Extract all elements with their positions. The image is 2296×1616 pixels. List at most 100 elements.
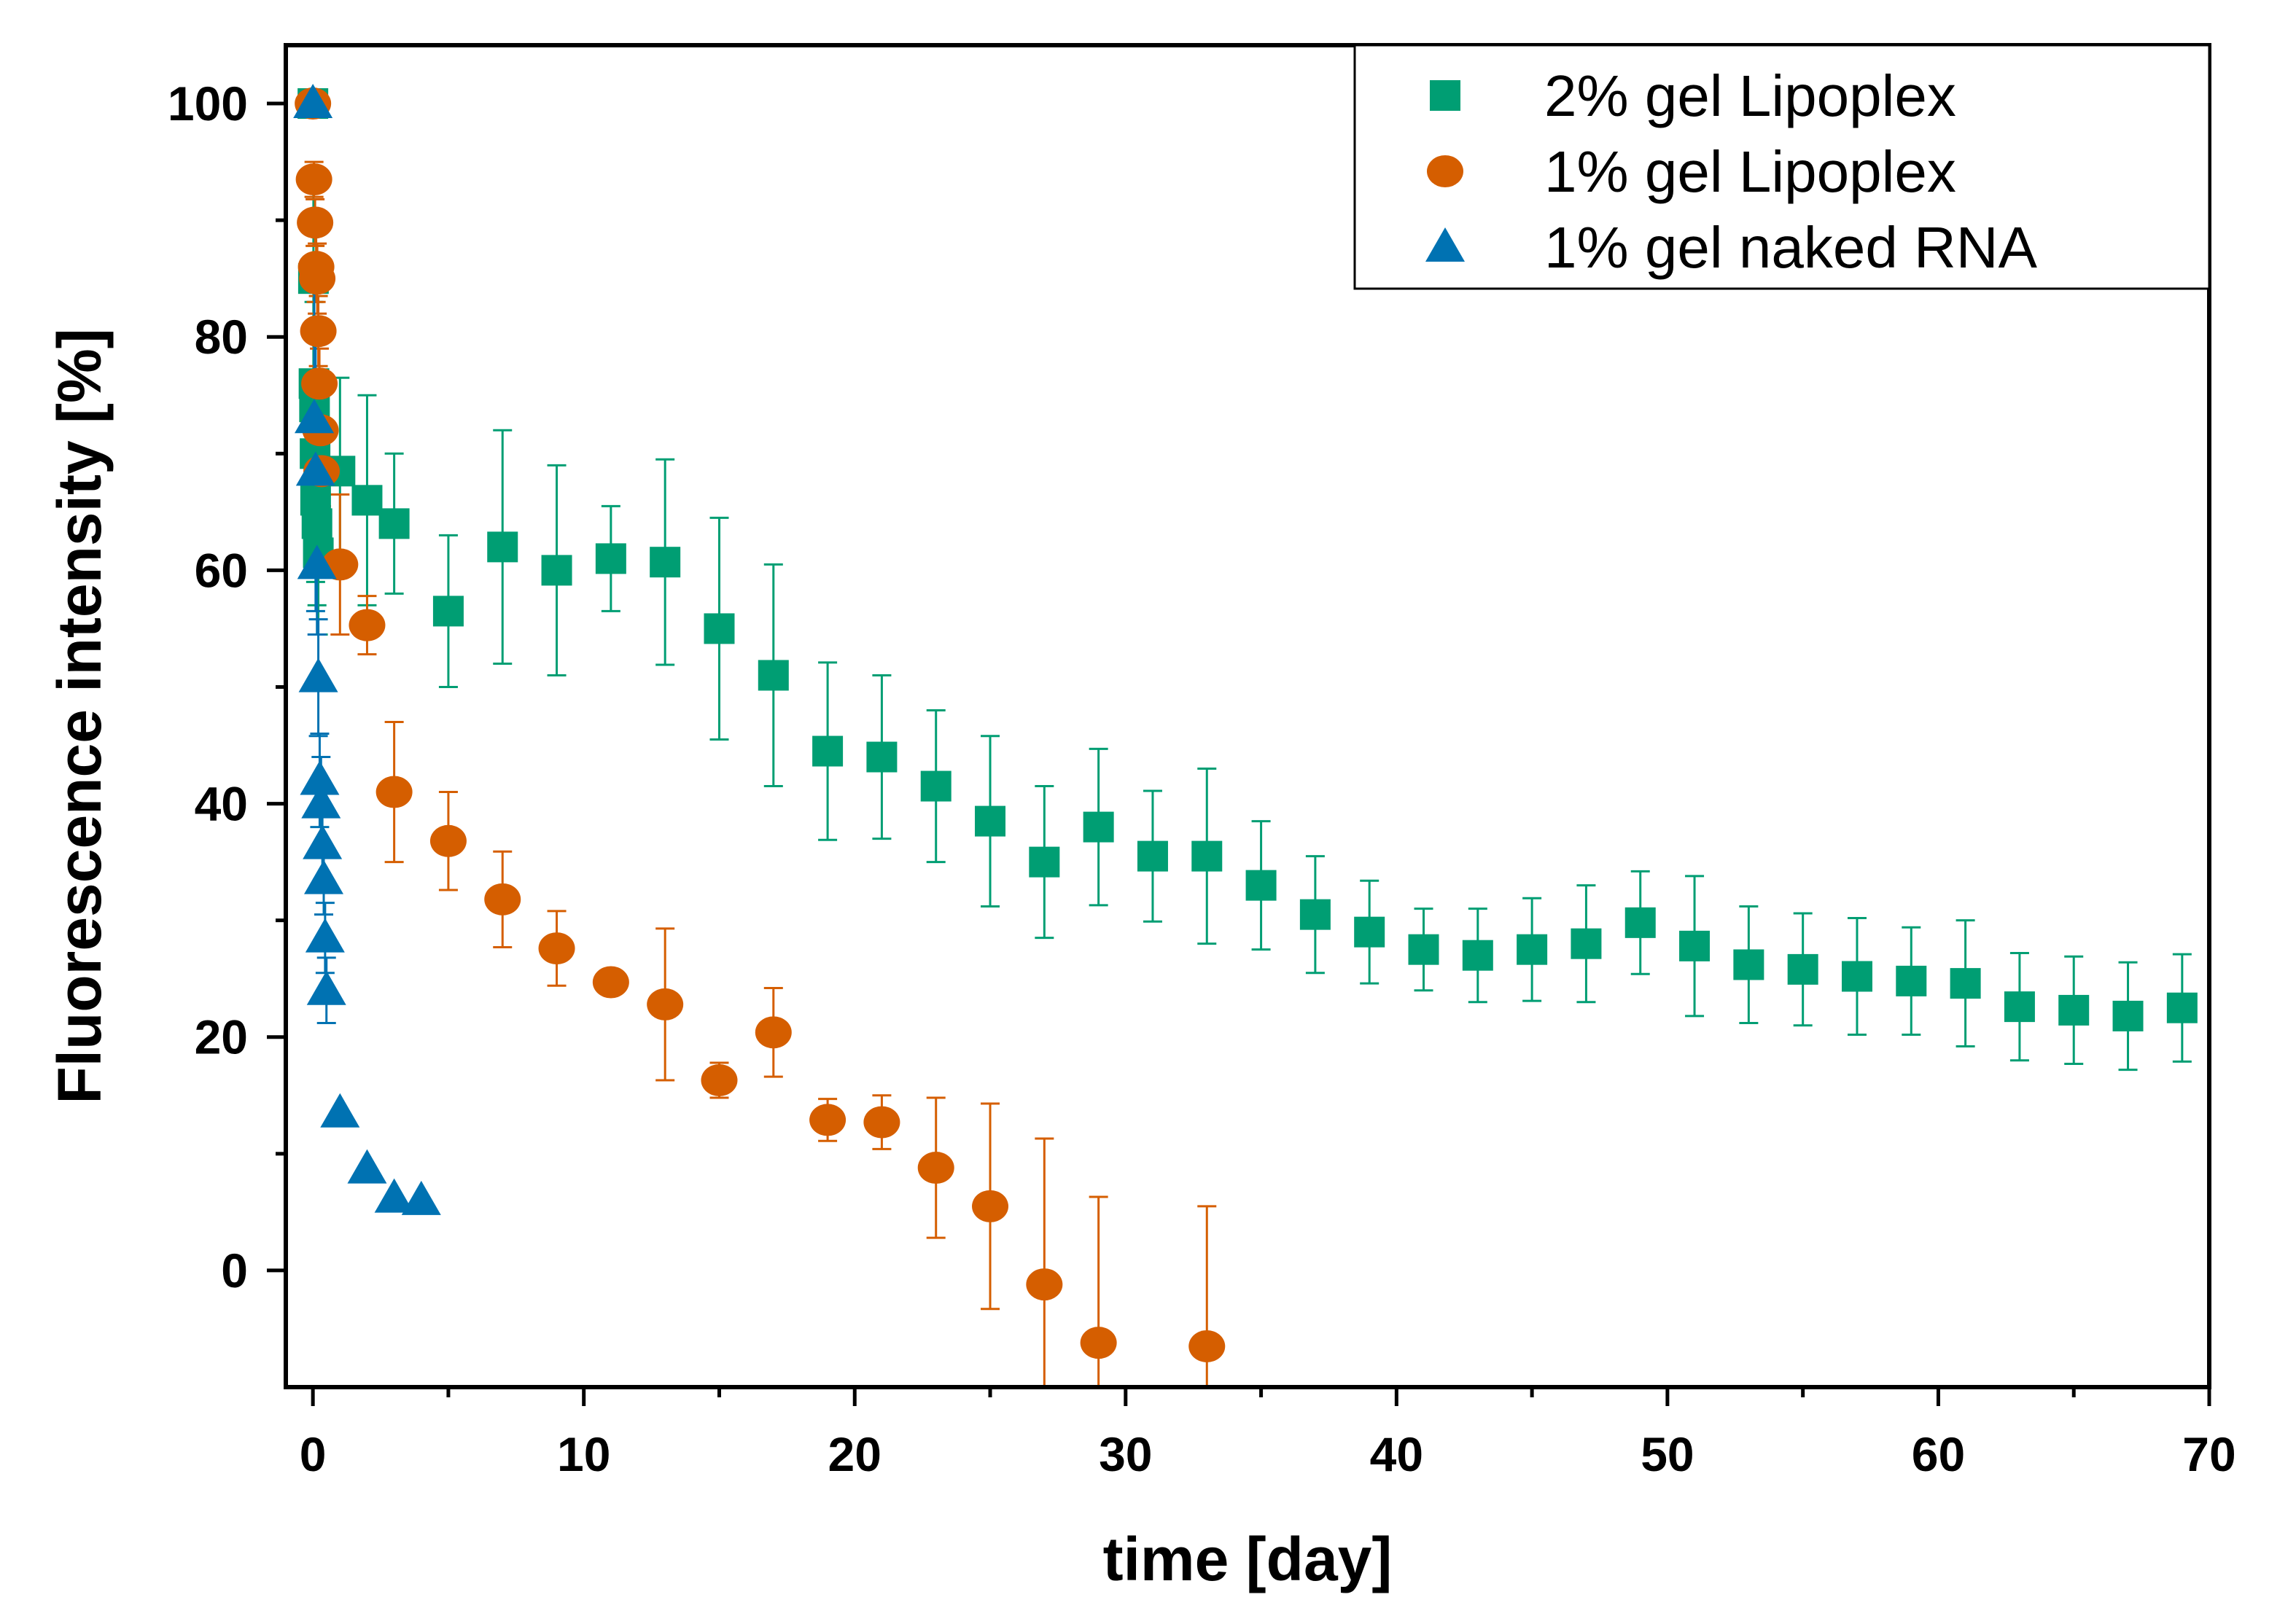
x-tick-label: 10 bbox=[557, 1427, 610, 1481]
x-tick-label: 20 bbox=[828, 1427, 882, 1481]
data-point bbox=[1571, 928, 1602, 959]
data-point bbox=[374, 1178, 414, 1213]
data-point bbox=[1137, 840, 1168, 872]
data-point bbox=[306, 970, 346, 1005]
data-point bbox=[2166, 992, 2198, 1023]
data-point bbox=[303, 824, 343, 859]
data-point bbox=[758, 660, 789, 691]
data-point bbox=[917, 1152, 954, 1184]
data-point bbox=[1191, 840, 1223, 872]
data-point bbox=[1245, 870, 1277, 901]
data-markers bbox=[293, 84, 2198, 1362]
x-tick-label: 60 bbox=[1912, 1427, 1965, 1481]
data-point bbox=[755, 1016, 792, 1049]
data-point bbox=[704, 613, 735, 644]
data-point bbox=[304, 859, 344, 894]
data-point bbox=[1026, 1268, 1063, 1301]
data-point bbox=[972, 1190, 1009, 1222]
data-point bbox=[432, 596, 464, 627]
data-point bbox=[538, 932, 575, 965]
data-point bbox=[2112, 1000, 2144, 1031]
legend-label: 2% gel Lipoplex bbox=[1544, 63, 1956, 128]
data-point bbox=[1517, 934, 1548, 965]
data-point bbox=[487, 531, 518, 563]
series-triangle-markers bbox=[293, 84, 441, 1215]
x-tick-label: 40 bbox=[1370, 1427, 1423, 1481]
data-point bbox=[809, 1104, 847, 1136]
data-point bbox=[1679, 930, 1711, 961]
x-tick-label: 50 bbox=[1641, 1427, 1694, 1481]
data-point bbox=[647, 988, 684, 1020]
data-point bbox=[429, 824, 467, 857]
data-point bbox=[701, 1063, 738, 1096]
data-point bbox=[298, 657, 338, 692]
x-axis-title: time [day] bbox=[1103, 1525, 1393, 1593]
data-point bbox=[301, 367, 338, 400]
data-point bbox=[2058, 994, 2090, 1026]
data-point bbox=[301, 784, 341, 819]
data-point bbox=[300, 760, 340, 795]
data-point bbox=[375, 776, 413, 808]
data-point bbox=[920, 770, 952, 802]
legend: 2% gel Lipoplex 1% gel Lipoplex 1% gel nak… bbox=[1353, 44, 2211, 290]
data-point bbox=[347, 1149, 387, 1184]
x-tick-label: 0 bbox=[300, 1427, 327, 1481]
data-point bbox=[1733, 949, 1764, 980]
x-axis-ticks: 0 10 20 30 40 50 60 70 bbox=[300, 1387, 2236, 1481]
data-point bbox=[1408, 934, 1439, 965]
legend-marker-triangle bbox=[1425, 227, 1465, 262]
data-point bbox=[866, 741, 898, 773]
data-point bbox=[541, 555, 572, 586]
data-point bbox=[349, 609, 386, 641]
data-point bbox=[1624, 907, 1656, 938]
data-point bbox=[1299, 899, 1331, 930]
legend-marker-circle bbox=[1427, 155, 1463, 187]
x-tick-label: 30 bbox=[1099, 1427, 1152, 1481]
data-point bbox=[863, 1106, 900, 1139]
data-point bbox=[401, 1180, 441, 1215]
y-tick-label: 80 bbox=[195, 310, 248, 364]
data-point bbox=[351, 485, 383, 516]
y-tick-label: 40 bbox=[195, 777, 248, 831]
data-point bbox=[1841, 961, 1872, 992]
data-point bbox=[1354, 916, 1385, 948]
data-point bbox=[297, 206, 334, 239]
data-point bbox=[1029, 846, 1060, 878]
data-point bbox=[975, 805, 1006, 837]
data-point bbox=[2004, 991, 2035, 1023]
y-tick-label: 0 bbox=[221, 1244, 248, 1297]
data-point bbox=[300, 315, 337, 348]
y-tick-label: 100 bbox=[168, 77, 248, 130]
y-tick-label: 20 bbox=[195, 1010, 248, 1064]
data-point bbox=[595, 543, 626, 574]
x-tick-label: 70 bbox=[2182, 1427, 2235, 1481]
legend-label: 1% gel naked RNA bbox=[1544, 215, 2038, 280]
data-point bbox=[301, 508, 332, 539]
data-point bbox=[1083, 811, 1114, 843]
y-axis-title: Fluorescence intensity [%] bbox=[45, 328, 114, 1104]
data-point bbox=[295, 163, 332, 196]
data-point bbox=[295, 399, 335, 434]
data-point bbox=[1080, 1327, 1117, 1359]
data-point bbox=[378, 508, 410, 539]
data-point bbox=[592, 966, 629, 999]
data-point bbox=[1896, 965, 1927, 996]
data-point bbox=[484, 883, 521, 916]
data-point bbox=[297, 544, 337, 579]
data-point bbox=[293, 84, 333, 119]
data-point bbox=[1462, 940, 1493, 971]
legend-box bbox=[1353, 44, 2211, 290]
y-tick-label: 60 bbox=[195, 543, 248, 597]
data-point bbox=[320, 1093, 360, 1128]
data-point bbox=[1188, 1330, 1226, 1362]
y-axis-ticks: 0 20 40 60 80 100 bbox=[168, 77, 286, 1297]
data-point bbox=[650, 547, 681, 578]
data-point bbox=[295, 451, 335, 486]
legend-label: 1% gel Lipoplex bbox=[1544, 139, 1956, 204]
plot-frame bbox=[284, 43, 2211, 1389]
legend-marker-square bbox=[1430, 80, 1460, 111]
series-circle-markers bbox=[295, 87, 1226, 1362]
data-point bbox=[1950, 968, 1981, 999]
data-point bbox=[1787, 953, 1818, 985]
